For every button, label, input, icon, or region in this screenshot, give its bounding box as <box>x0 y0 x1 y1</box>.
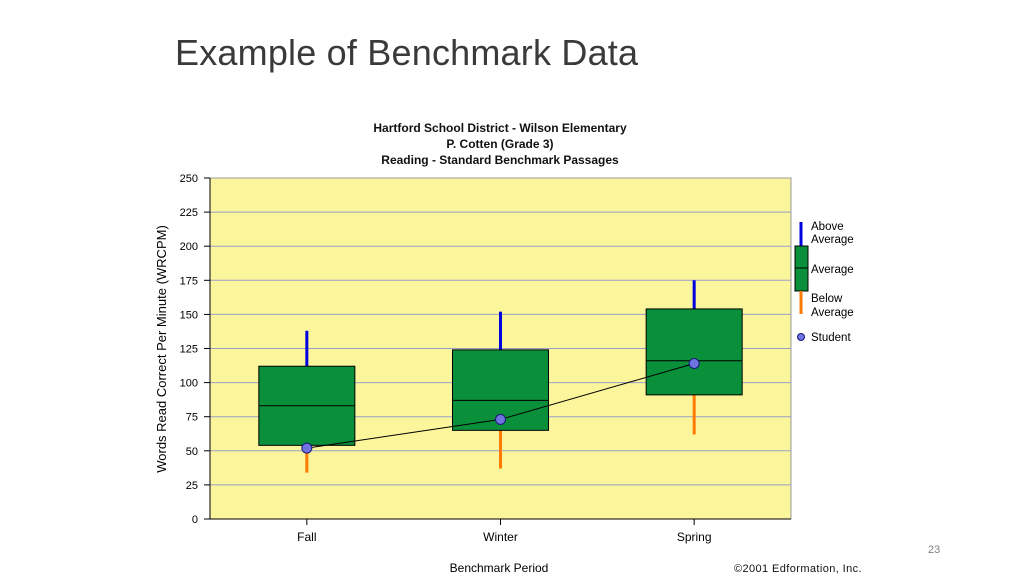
x-tick-label-winter: Winter <box>483 530 518 544</box>
legend-above-label-1: Above <box>811 221 844 233</box>
y-axis-label: Words Read Correct Per Minute (WRCPM) <box>154 225 169 473</box>
y-tick-label: 100 <box>180 378 198 390</box>
chart-title-line-2: P. Cotten (Grade 3) <box>446 137 554 151</box>
y-tick-label: 75 <box>186 412 198 424</box>
student-point-winter <box>495 413 506 425</box>
y-tick-label: 125 <box>180 344 198 356</box>
student-series <box>301 358 700 454</box>
x-tick-label-fall: Fall <box>297 530 316 544</box>
chart-title-line-3: Reading - Standard Benchmark Passages <box>381 153 619 167</box>
x-tick-label-spring: Spring <box>677 530 712 544</box>
y-tick-label: 25 <box>186 480 198 492</box>
y-tick-label: 200 <box>180 241 198 253</box>
student-point-fall <box>301 442 313 454</box>
y-axis: 0 25 50 75 100 125 150 175 200 225 250 <box>180 173 211 526</box>
y-tick-label: 175 <box>180 275 198 287</box>
y-tick-label: 150 <box>180 309 198 321</box>
y-tick-label: 0 <box>192 514 198 526</box>
x-axis-label: Benchmark Period <box>450 561 549 575</box>
box-plots <box>258 280 743 473</box>
copyright-text: ©2001 Edformation, Inc. <box>734 563 862 575</box>
legend-student-label: Student <box>811 332 851 344</box>
student-point-spring <box>688 358 700 370</box>
legend-below-label-2: Average <box>811 307 854 319</box>
chart-title-line-1: Hartford School District - Wilson Elemen… <box>373 121 627 135</box>
legend-average-label: Average <box>811 264 854 276</box>
legend: Above Average Average Below Average Stud… <box>794 221 854 344</box>
slide-title: Example of Benchmark Data <box>175 32 639 73</box>
legend-above-label-2: Average <box>811 234 854 246</box>
legend-student-marker <box>797 333 805 341</box>
y-tick-label: 250 <box>180 173 198 185</box>
legend-below-label-1: Below <box>811 293 843 305</box>
x-axis: Fall Winter Spring <box>210 518 791 544</box>
page-number: 23 <box>928 544 941 556</box>
y-tick-label: 225 <box>180 207 198 219</box>
box-spring <box>645 308 743 396</box>
y-tick-label: 50 <box>186 446 198 458</box>
